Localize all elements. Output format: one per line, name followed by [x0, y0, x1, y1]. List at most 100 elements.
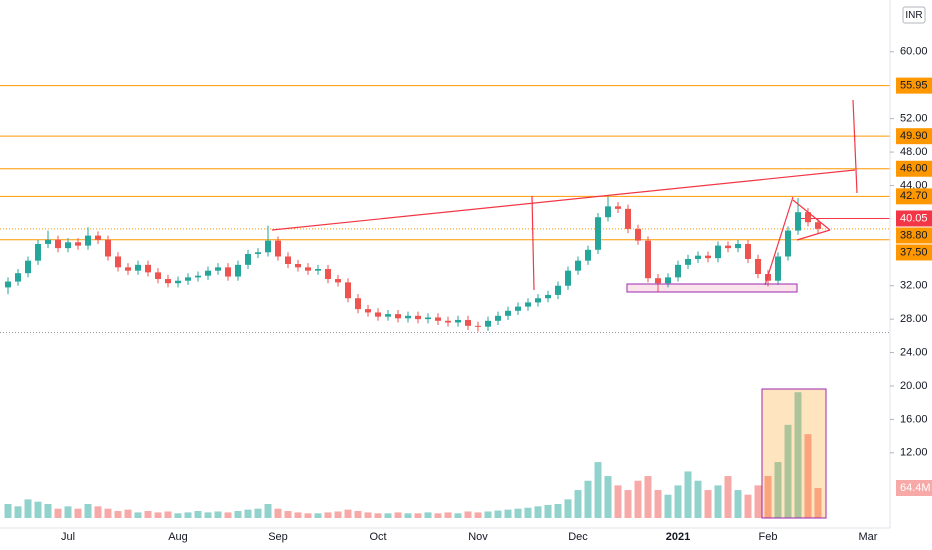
volume-bar [794, 392, 802, 518]
volume-bar [144, 511, 152, 518]
candle-body [135, 264, 141, 271]
volume-bar [234, 511, 242, 518]
candle-body [545, 294, 551, 299]
x-tick-label: Feb [759, 531, 778, 543]
candle-body [815, 222, 821, 229]
candle-body [565, 270, 571, 286]
volume-bar [564, 499, 572, 518]
candle-body [625, 208, 631, 229]
level-label-box [896, 77, 932, 94]
candle-body [485, 320, 491, 327]
volume-bar [644, 476, 652, 518]
volume-bar [274, 508, 282, 518]
level-label: 38.80 [900, 229, 928, 241]
candle-body [325, 269, 331, 280]
candle-body [725, 245, 731, 249]
x-tick-label: Mar [859, 531, 878, 543]
volume-bar [764, 476, 772, 518]
candle-body [185, 277, 191, 281]
candle-body [85, 235, 91, 246]
volume-bar [64, 506, 72, 518]
candle-body [195, 275, 201, 278]
x-tick-label: Aug [168, 531, 188, 543]
candle-body [365, 309, 371, 313]
candle-body [525, 302, 531, 307]
candle-body [755, 258, 761, 275]
volume-bar [494, 510, 502, 518]
vertical-line [852, 99, 858, 194]
candle-body [305, 267, 311, 271]
candle-body [105, 239, 111, 257]
candle-body [375, 312, 381, 317]
currency-box [902, 6, 926, 24]
y-tick-label: 52.00 [900, 113, 928, 125]
volume-bar [264, 504, 272, 518]
volume-bar [84, 504, 92, 518]
volume-bar [654, 490, 662, 518]
candle-body [205, 270, 211, 276]
volume-bar [284, 511, 292, 518]
y-tick-label: 24.00 [900, 346, 928, 358]
volume-bar [704, 490, 712, 518]
x-tick-label: Nov [468, 531, 488, 543]
volume-bar [214, 511, 222, 518]
volume-bar [354, 511, 362, 518]
candle-body [175, 280, 181, 284]
y-tick-label: 16.00 [900, 413, 928, 425]
level-label-box [896, 227, 932, 244]
volume-bar [94, 506, 102, 518]
volume-bar [604, 476, 612, 518]
candle-body [215, 267, 221, 271]
candle-body [605, 206, 611, 218]
candle-body [685, 258, 691, 265]
volume-bar [254, 508, 262, 518]
x-tick-label: Dec [568, 531, 588, 543]
volume-bar [784, 424, 792, 518]
plot-area [0, 85, 890, 518]
volume-bar [514, 508, 522, 518]
volume-bar [754, 485, 762, 518]
volume-bar [544, 504, 552, 518]
candle-body [695, 255, 701, 259]
volume-bar [664, 494, 672, 518]
candle-body [275, 240, 281, 257]
volume-bar [484, 511, 492, 518]
volume-bar [124, 509, 132, 518]
pennant-pole [764, 196, 794, 286]
candle-body [535, 298, 541, 303]
level-label: 46.00 [900, 163, 928, 175]
volume-bar [404, 513, 412, 518]
y-tick-label: 28.00 [900, 313, 928, 325]
volume-bar [134, 512, 142, 518]
volume-bar [224, 512, 232, 518]
candle-body [785, 230, 791, 257]
vertical-line [531, 195, 535, 291]
volume-bar [684, 471, 692, 518]
level-label: 37.50 [900, 246, 928, 258]
candle-body [165, 279, 171, 284]
volume-bar [334, 511, 342, 518]
candle-body [575, 260, 581, 271]
volume-bar [104, 508, 112, 518]
candle-body [125, 267, 131, 271]
volume-bar [424, 512, 432, 518]
axis-labels: 12.0016.0020.0024.0028.0032.0044.0048.00… [61, 46, 932, 543]
volume-bar [344, 509, 352, 518]
candle-body [805, 212, 811, 223]
volume-bar [714, 485, 722, 518]
volume-bar [244, 509, 252, 518]
volume-bar [24, 499, 32, 518]
candle-body [635, 228, 641, 241]
drawings [271, 99, 858, 519]
volume-bar [574, 490, 582, 518]
volume-bar [594, 462, 602, 518]
volume-bar [454, 513, 462, 518]
level-label-box [896, 188, 932, 205]
level-label-box [896, 128, 932, 145]
y-tick-label: 12.00 [900, 447, 928, 459]
candle-body [335, 279, 341, 283]
volume-bar [554, 504, 562, 518]
candle-body [445, 320, 451, 323]
candle-body [595, 217, 601, 250]
